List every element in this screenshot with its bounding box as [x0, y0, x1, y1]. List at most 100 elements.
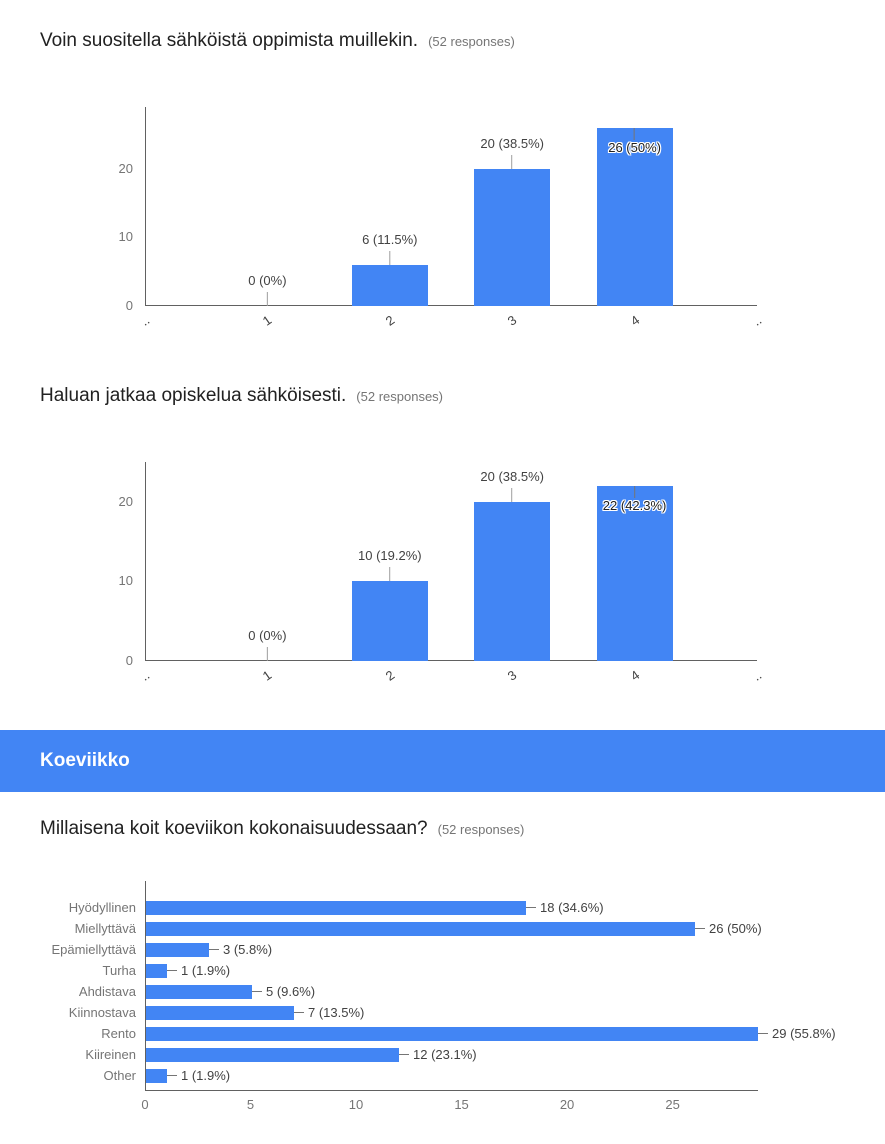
x-axis-label-text: .. [137, 667, 153, 684]
y-axis-tick-label: 10 [118, 229, 133, 245]
value-leader-line [209, 949, 219, 950]
category-label: Epämiellyttävä [51, 942, 136, 957]
value-leader-line [167, 970, 177, 971]
value-leader-line [167, 1075, 177, 1076]
bar-row: Ahdistava 5 (9.6%) [79, 981, 758, 1002]
bar-value-leader-line [389, 567, 391, 581]
bar-row: Turha 1 (1.9%) [103, 960, 758, 981]
bar-value-label: 6 (11.5%) [362, 232, 418, 247]
x-axis-label-text: 3 [504, 312, 520, 329]
bar-value-label: 20 (38.5%) [480, 136, 544, 151]
value-leader-line [294, 1012, 304, 1013]
x-axis-edge-label: .. [750, 312, 765, 330]
bar-value-leader-line [511, 488, 513, 502]
bar-value-leader-line [266, 292, 268, 306]
value-leader-line [758, 1033, 768, 1034]
bar [146, 1068, 167, 1083]
x-axis-tick-label: 15 [454, 1097, 469, 1112]
bar-value-label: 0 (0%) [248, 273, 287, 288]
plot-area [145, 462, 757, 661]
x-axis-label-text: .. [749, 667, 765, 684]
bar [146, 1047, 399, 1062]
bar [351, 265, 428, 306]
plot-area: Hyödyllinen 18 (34.6%) Miellyttävä 26 (50%)… [51, 881, 836, 1091]
y-axis-tick-label: 20 [118, 493, 133, 509]
bar [596, 128, 673, 306]
question-block-2: Haluan jatkaa opiskelua sähköisesti. (52 … [0, 383, 885, 690]
x-axis-category-label: 1 [260, 312, 275, 330]
plot-area [145, 107, 757, 306]
axis-top-spacer [146, 881, 758, 897]
bar-row: Miellyttävä 26 (50%) [75, 918, 762, 939]
bar-value-leader-line [634, 128, 636, 140]
question-title-text: Millaisena koit koeviikon kokonaisuudess… [40, 818, 428, 839]
bar-row: Epämiellyttävä 3 (5.8%) [51, 939, 758, 960]
x-axis-label-text: 2 [382, 312, 398, 329]
category-label: Miellyttävä [74, 921, 136, 936]
bar-row: Rento 29 (55.8%) [101, 1023, 835, 1044]
bar-value-label: 26 (50%) [709, 921, 762, 936]
y-axis-tick-label: 0 [125, 298, 133, 313]
bar-value-label-group: 26 (50%) [608, 128, 661, 156]
x-axis-label-text: 1 [260, 312, 275, 329]
question-title-text: Haluan jatkaa opiskelua sähköisesti. [40, 385, 347, 406]
bar-value-label-group: 0 (0%) [248, 628, 287, 661]
x-axis-category-label: 3 [505, 667, 520, 685]
x-axis-label-text: 1 [260, 667, 275, 684]
x-axis-label-text: .. [749, 312, 765, 329]
responses-summary: Voin suositella sähköistä oppimista muil… [0, 28, 885, 1117]
section-header-label: Koeviikko [40, 750, 130, 771]
category-label: Other [103, 1068, 136, 1083]
x-axis-category-label: 4 [627, 667, 642, 685]
bar-row: Hyödyllinen 18 (34.6%) [69, 897, 758, 918]
bar-value-label-group: 0 (0%) [248, 273, 287, 306]
bar-row: Other 1 (1.9%) [103, 1065, 758, 1086]
bar-value-label: 1 (1.9%) [181, 1068, 231, 1083]
bar-value-label: 5 (9.6%) [266, 984, 316, 999]
bar-value-label: 0 (0%) [248, 628, 287, 643]
x-axis-tick-label: 0 [141, 1097, 149, 1112]
forms-responses-page: { "page": { "background": "#ffffff", "ac… [0, 28, 885, 1144]
y-axis-tick-label: 20 [118, 160, 133, 176]
x-axis-category-label: 2 [383, 312, 398, 330]
bar-value-label: 29 (55.8%) [772, 1026, 836, 1041]
value-leader-line [252, 991, 262, 992]
x-axis-tick-label: 20 [559, 1097, 575, 1112]
bar-value-label-group: 6 (11.5%) [362, 232, 418, 265]
x-axis-label-text: 2 [382, 667, 398, 684]
responses-count: (52 responses) [356, 389, 444, 404]
x-axis: 0 5 10 15 20 25 [141, 1091, 757, 1117]
bar-value-label: 10 (19.2%) [358, 548, 422, 563]
responses-count: (52 responses) [437, 822, 525, 837]
question-title-2: Haluan jatkaa opiskelua sähköisesti. (52 … [0, 383, 885, 410]
category-label: Kiireinen [85, 1047, 136, 1062]
category-label: Rento [101, 1026, 136, 1041]
bar [474, 502, 551, 661]
category-label: Kiinnostava [68, 1005, 136, 1020]
responses-count: (52 responses) [428, 34, 515, 49]
bar-row: Kiinnostava 7 (13.5%) [69, 1002, 758, 1023]
bar-value-leader-line [266, 647, 268, 661]
bar [146, 1005, 294, 1020]
category-label: Ahdistava [78, 984, 136, 999]
question-title-text: Voin suositella sähköistä oppimista muil… [40, 30, 419, 51]
x-axis-label-text: 3 [504, 667, 520, 684]
x-axis-category-label: 4 [627, 312, 642, 330]
bar [474, 169, 551, 306]
bar [596, 486, 673, 661]
bar [146, 921, 695, 936]
bar [351, 581, 428, 661]
bar-value-label: 26 (50%) [608, 140, 661, 155]
bar-value-leader-line [634, 486, 636, 498]
bar-value-label: 7 (13.5%) [308, 1005, 365, 1020]
bar-chart-jatkaminen: 0 10 20.. 1 2 3 4.. 0 (0%) 10 (19.2%) 20 (38.5%) 2… [119, 462, 764, 690]
value-leader-line [695, 928, 705, 929]
x-axis-edge-label: .. [138, 667, 153, 685]
question-block-1: Voin suositella sähköistä oppimista muil… [0, 28, 885, 335]
bar [146, 1026, 758, 1041]
question-title-3: Millaisena koit koeviikon kokonaisuudess… [0, 816, 885, 843]
axis-bottom-spacer [146, 1086, 758, 1090]
x-axis-tick-label: 10 [348, 1097, 364, 1112]
x-axis-category-label: 1 [260, 667, 275, 685]
bar-value-leader-line [511, 155, 513, 169]
